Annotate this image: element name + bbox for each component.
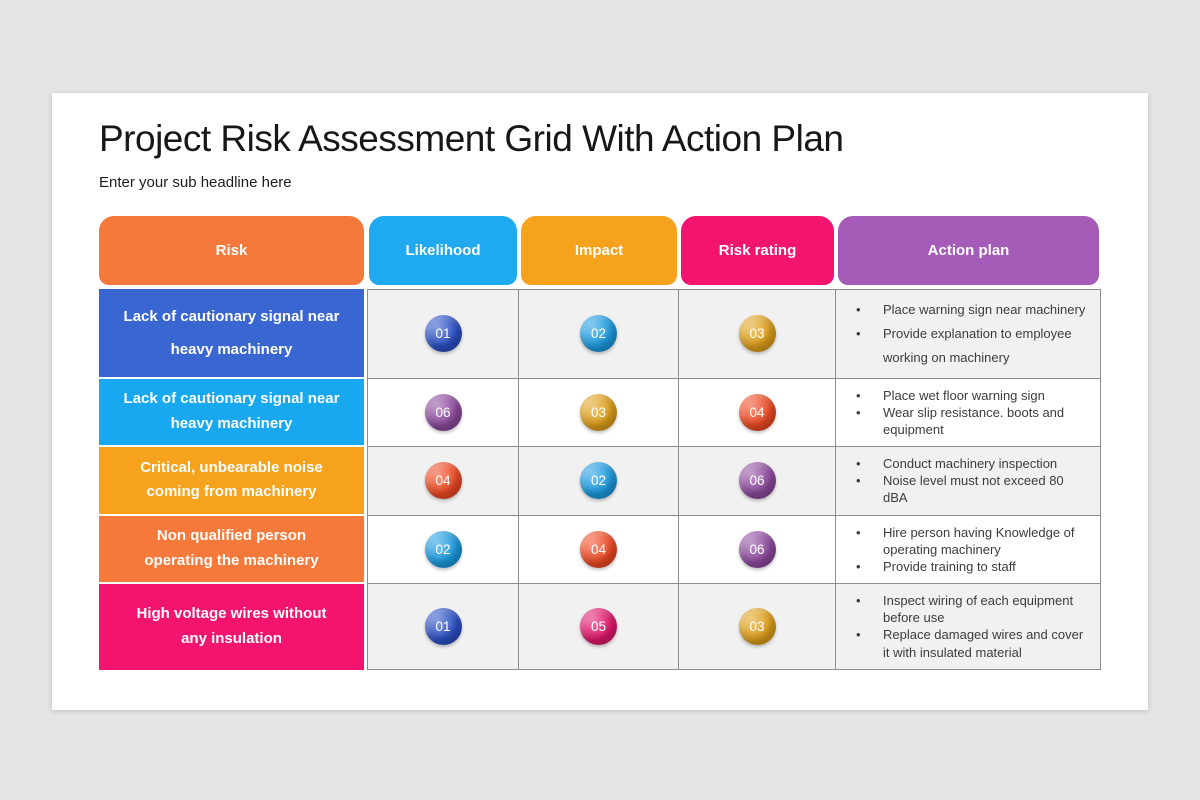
risk-rating-badge: 06 <box>738 462 776 500</box>
impact-cell: 02 <box>519 447 679 516</box>
column-header-risk: Risk <box>99 215 364 285</box>
risk-label: Critical, unbearable noise coming from m… <box>140 458 323 501</box>
risk-label: Non qualified person operating the machi… <box>144 527 319 569</box>
action-plan-item: Inspect wiring of each equipment before … <box>848 592 1090 626</box>
impact-badge: 05 <box>580 607 617 645</box>
risk-assessment-table: Risk Likelihood Impact Risk rating Actio… <box>99 215 1101 670</box>
column-header-risk-label: Risk <box>215 241 248 259</box>
action-plan-cell: Place wet floor warning sign Wear slip r… <box>836 378 1101 448</box>
likelihood-cell: 04 <box>367 447 519 516</box>
impact-badge: 02 <box>580 315 617 353</box>
likelihood-cell: 02 <box>367 515 519 585</box>
risk-rating-cell: 03 <box>679 584 836 670</box>
likelihood-badge: 06 <box>424 393 462 431</box>
action-plan-item: Provide training to staff <box>848 558 1090 575</box>
action-plan-item: Noise level must not exceed 80 dBA <box>848 472 1090 506</box>
action-plan-cell: Hire person having Knowledge of operatin… <box>836 515 1101 585</box>
impact-badge: 02 <box>580 462 617 500</box>
risk-label: Lack of cautionary signal near heavy mac… <box>123 307 340 358</box>
likelihood-badge: 02 <box>424 530 462 568</box>
impact-cell: 03 <box>519 378 679 448</box>
risk-label: High voltage wires without any insulatio… <box>136 605 327 647</box>
action-plan-list: Inspect wiring of each equipment before … <box>848 592 1090 661</box>
page-title: Project Risk Assessment Grid With Action… <box>99 118 844 159</box>
action-plan-list: Hire person having Knowledge of operatin… <box>848 524 1090 575</box>
risk-label-cell: Lack of cautionary signal near heavy mac… <box>99 378 364 446</box>
risk-rating-cell: 04 <box>679 378 836 448</box>
action-plan-list: Place warning sign near machinery Provid… <box>848 298 1090 370</box>
impact-badge: 03 <box>580 393 617 431</box>
column-header-action-plan-label: Action plan <box>927 241 1010 259</box>
action-plan-list: Place wet floor warning sign Wear slip r… <box>848 387 1090 438</box>
risk-label-cell: Lack of cautionary signal near heavy mac… <box>99 288 364 377</box>
impact-badge: 04 <box>580 530 617 568</box>
risk-rating-badge: 03 <box>738 607 776 645</box>
likelihood-cell: 01 <box>367 288 519 379</box>
risk-label-cell: Critical, unbearable noise coming from m… <box>99 447 364 514</box>
likelihood-cell: 01 <box>367 584 519 670</box>
risk-rating-cell: 03 <box>679 288 836 379</box>
column-header-risk-rating-label: Risk rating <box>718 241 797 259</box>
impact-cell: 05 <box>519 584 679 670</box>
risk-label: Lack of cautionary signal near heavy mac… <box>123 390 340 432</box>
risk-rating-cell: 06 <box>679 515 836 585</box>
likelihood-badge: 01 <box>424 315 462 353</box>
page-subtitle: Enter your sub headline here <box>99 173 292 191</box>
slide-card: Project Risk Assessment Grid With Action… <box>52 93 1148 710</box>
column-header-likelihood-label: Likelihood <box>405 241 481 259</box>
action-plan-item: Place wet floor warning sign <box>848 387 1090 404</box>
column-header-impact-label: Impact <box>574 241 624 259</box>
action-plan-item: Replace damaged wires and cover it with … <box>848 626 1090 660</box>
action-plan-item: Conduct machinery inspection <box>848 455 1090 472</box>
impact-cell: 02 <box>519 288 679 379</box>
likelihood-cell: 06 <box>367 378 519 448</box>
action-plan-list: Conduct machinery inspection Noise level… <box>848 455 1090 506</box>
action-plan-item: Wear slip resistance. boots and equipmen… <box>848 404 1090 438</box>
risk-rating-badge: 06 <box>738 530 776 568</box>
column-header-impact: Impact <box>521 215 677 285</box>
action-plan-item: Place warning sign near machinery <box>848 298 1090 322</box>
action-plan-cell: Inspect wiring of each equipment before … <box>836 584 1101 670</box>
action-plan-cell: Place warning sign near machinery Provid… <box>836 288 1101 379</box>
column-header-risk-rating: Risk rating <box>681 215 834 285</box>
likelihood-badge: 04 <box>424 462 462 500</box>
action-plan-item: Hire person having Knowledge of operatin… <box>848 524 1090 558</box>
risk-label-cell: Non qualified person operating the machi… <box>99 515 364 583</box>
action-plan-cell: Conduct machinery inspection Noise level… <box>836 447 1101 516</box>
risk-rating-badge: 04 <box>738 393 776 431</box>
risk-rating-cell: 06 <box>679 447 836 516</box>
risk-rating-badge: 03 <box>738 315 776 353</box>
impact-cell: 04 <box>519 515 679 585</box>
column-header-action-plan: Action plan <box>838 215 1099 285</box>
risk-label-cell: High voltage wires without any insulatio… <box>99 584 364 670</box>
action-plan-item: Provide explanation to employee working … <box>848 322 1090 370</box>
column-header-likelihood: Likelihood <box>369 215 517 285</box>
likelihood-badge: 01 <box>424 607 462 645</box>
